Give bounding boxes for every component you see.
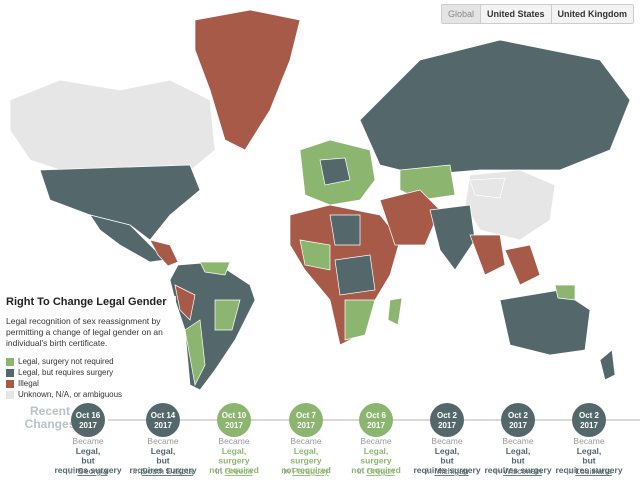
change-year: 2017 <box>580 421 598 430</box>
legend-swatch <box>6 368 14 377</box>
change-marker <box>146 403 180 437</box>
legend-label: Unknown, N/A, or ambiguous <box>18 390 123 399</box>
change-in: in <box>425 466 434 476</box>
change-location: in Oregon <box>357 466 395 476</box>
change-became: Became <box>290 436 321 446</box>
change-year: 2017 <box>509 421 527 430</box>
change-became: Became <box>72 436 103 446</box>
world-map <box>9 9 631 391</box>
change-status: Legal, surgery not required <box>281 446 331 475</box>
legend-item: Unknown, N/A, or ambiguous <box>6 390 176 399</box>
change-place[interactable]: Paraguay <box>292 466 329 476</box>
change-status: Legal, but requires surgery <box>555 446 622 475</box>
change-status: Legal, but requires surgery <box>129 446 196 475</box>
change-marker <box>572 403 606 437</box>
change-became: Became <box>147 436 178 446</box>
change-became: Became <box>360 436 391 446</box>
legend: Right To Change Legal Gender Legal recog… <box>6 296 176 401</box>
change-became: Became <box>502 436 533 446</box>
change-status: Legal, but requires surgery <box>413 446 480 475</box>
legend-swatch <box>6 379 14 388</box>
change-date: Oct 7 <box>296 411 317 420</box>
change-in: in <box>283 466 292 476</box>
legend-item: Illegal <box>6 379 176 388</box>
change-marker <box>217 403 251 437</box>
tab[interactable]: Global <box>441 5 480 23</box>
change-date: Oct 6 <box>366 411 387 420</box>
change-marker <box>430 403 464 437</box>
change-location: in Greece <box>216 466 253 476</box>
legend-swatch <box>6 357 14 366</box>
change-date: Oct 10 <box>222 411 247 420</box>
change-location: in Michigan <box>425 466 468 476</box>
legend-label: Illegal <box>18 379 39 388</box>
change-date: Oct 2 <box>508 411 529 420</box>
change-date: Oct 14 <box>151 411 176 420</box>
change-marker <box>359 403 393 437</box>
change-location: in Georgia <box>68 466 107 476</box>
change-year: 2017 <box>438 421 456 430</box>
change-status: Legal, but requires surgery <box>484 446 551 475</box>
change-in: in <box>494 466 503 476</box>
change-place[interactable]: Oregon <box>366 466 395 476</box>
change-place[interactable]: Louisiana <box>575 466 612 476</box>
region-tabs: Global United States United Kingdom <box>440 4 634 24</box>
change-in: in <box>357 466 366 476</box>
change-year: 2017 <box>225 421 243 430</box>
change-became: Became <box>573 436 604 446</box>
timeline-title: Recent Changes <box>25 404 76 431</box>
change-place[interactable]: Georgia <box>77 466 108 476</box>
change-location: in Paraguay <box>283 466 329 476</box>
change-became: Became <box>431 436 462 446</box>
legend-title: Right To Change Legal Gender <box>6 296 167 308</box>
change-location: in Louisiana <box>566 466 612 476</box>
legend-item: Legal, surgery not required <box>6 357 176 366</box>
legend-items: Legal, surgery not required Legal, but re… <box>6 357 176 399</box>
change-year: 2017 <box>79 421 97 430</box>
change-place[interactable]: Greece <box>225 466 253 476</box>
change-marker <box>71 403 105 437</box>
change-in: in <box>133 466 142 476</box>
change-status: Legal, but requires surgery <box>54 446 121 475</box>
change-in: in <box>68 466 77 476</box>
change-date: Oct 16 <box>76 411 101 420</box>
change-status: Legal, surgery not required <box>351 446 401 475</box>
change-year: 2017 <box>297 421 315 430</box>
change-year: 2017 <box>367 421 385 430</box>
tab[interactable]: United States <box>479 5 551 23</box>
change-in: in <box>566 466 575 476</box>
change-date: Oct 2 <box>437 411 458 420</box>
legend-label: Legal, surgery not required <box>18 357 114 366</box>
legend-swatch <box>6 390 14 399</box>
change-year: 2017 <box>154 421 172 430</box>
change-in: in <box>216 466 225 476</box>
change-location: in South Dakota <box>133 466 194 476</box>
change-location: in Wisconsin <box>494 466 542 476</box>
tab[interactable]: United Kingdom <box>550 5 633 23</box>
change-marker <box>501 403 535 437</box>
change-date: Oct 2 <box>579 411 600 420</box>
change-marker <box>289 403 323 437</box>
change-status: Legal, surgery not required <box>209 446 259 475</box>
legend-description: Legal recognition of sex reassignment by… <box>6 316 163 348</box>
change-place[interactable]: South Dakota <box>142 466 194 476</box>
legend-item: Legal, but requires surgery <box>6 368 176 377</box>
legend-label: Legal, but requires surgery <box>18 368 114 377</box>
change-became: Became <box>218 436 249 446</box>
change-place[interactable]: Wisconsin <box>503 466 542 476</box>
change-place[interactable]: Michigan <box>434 466 468 476</box>
